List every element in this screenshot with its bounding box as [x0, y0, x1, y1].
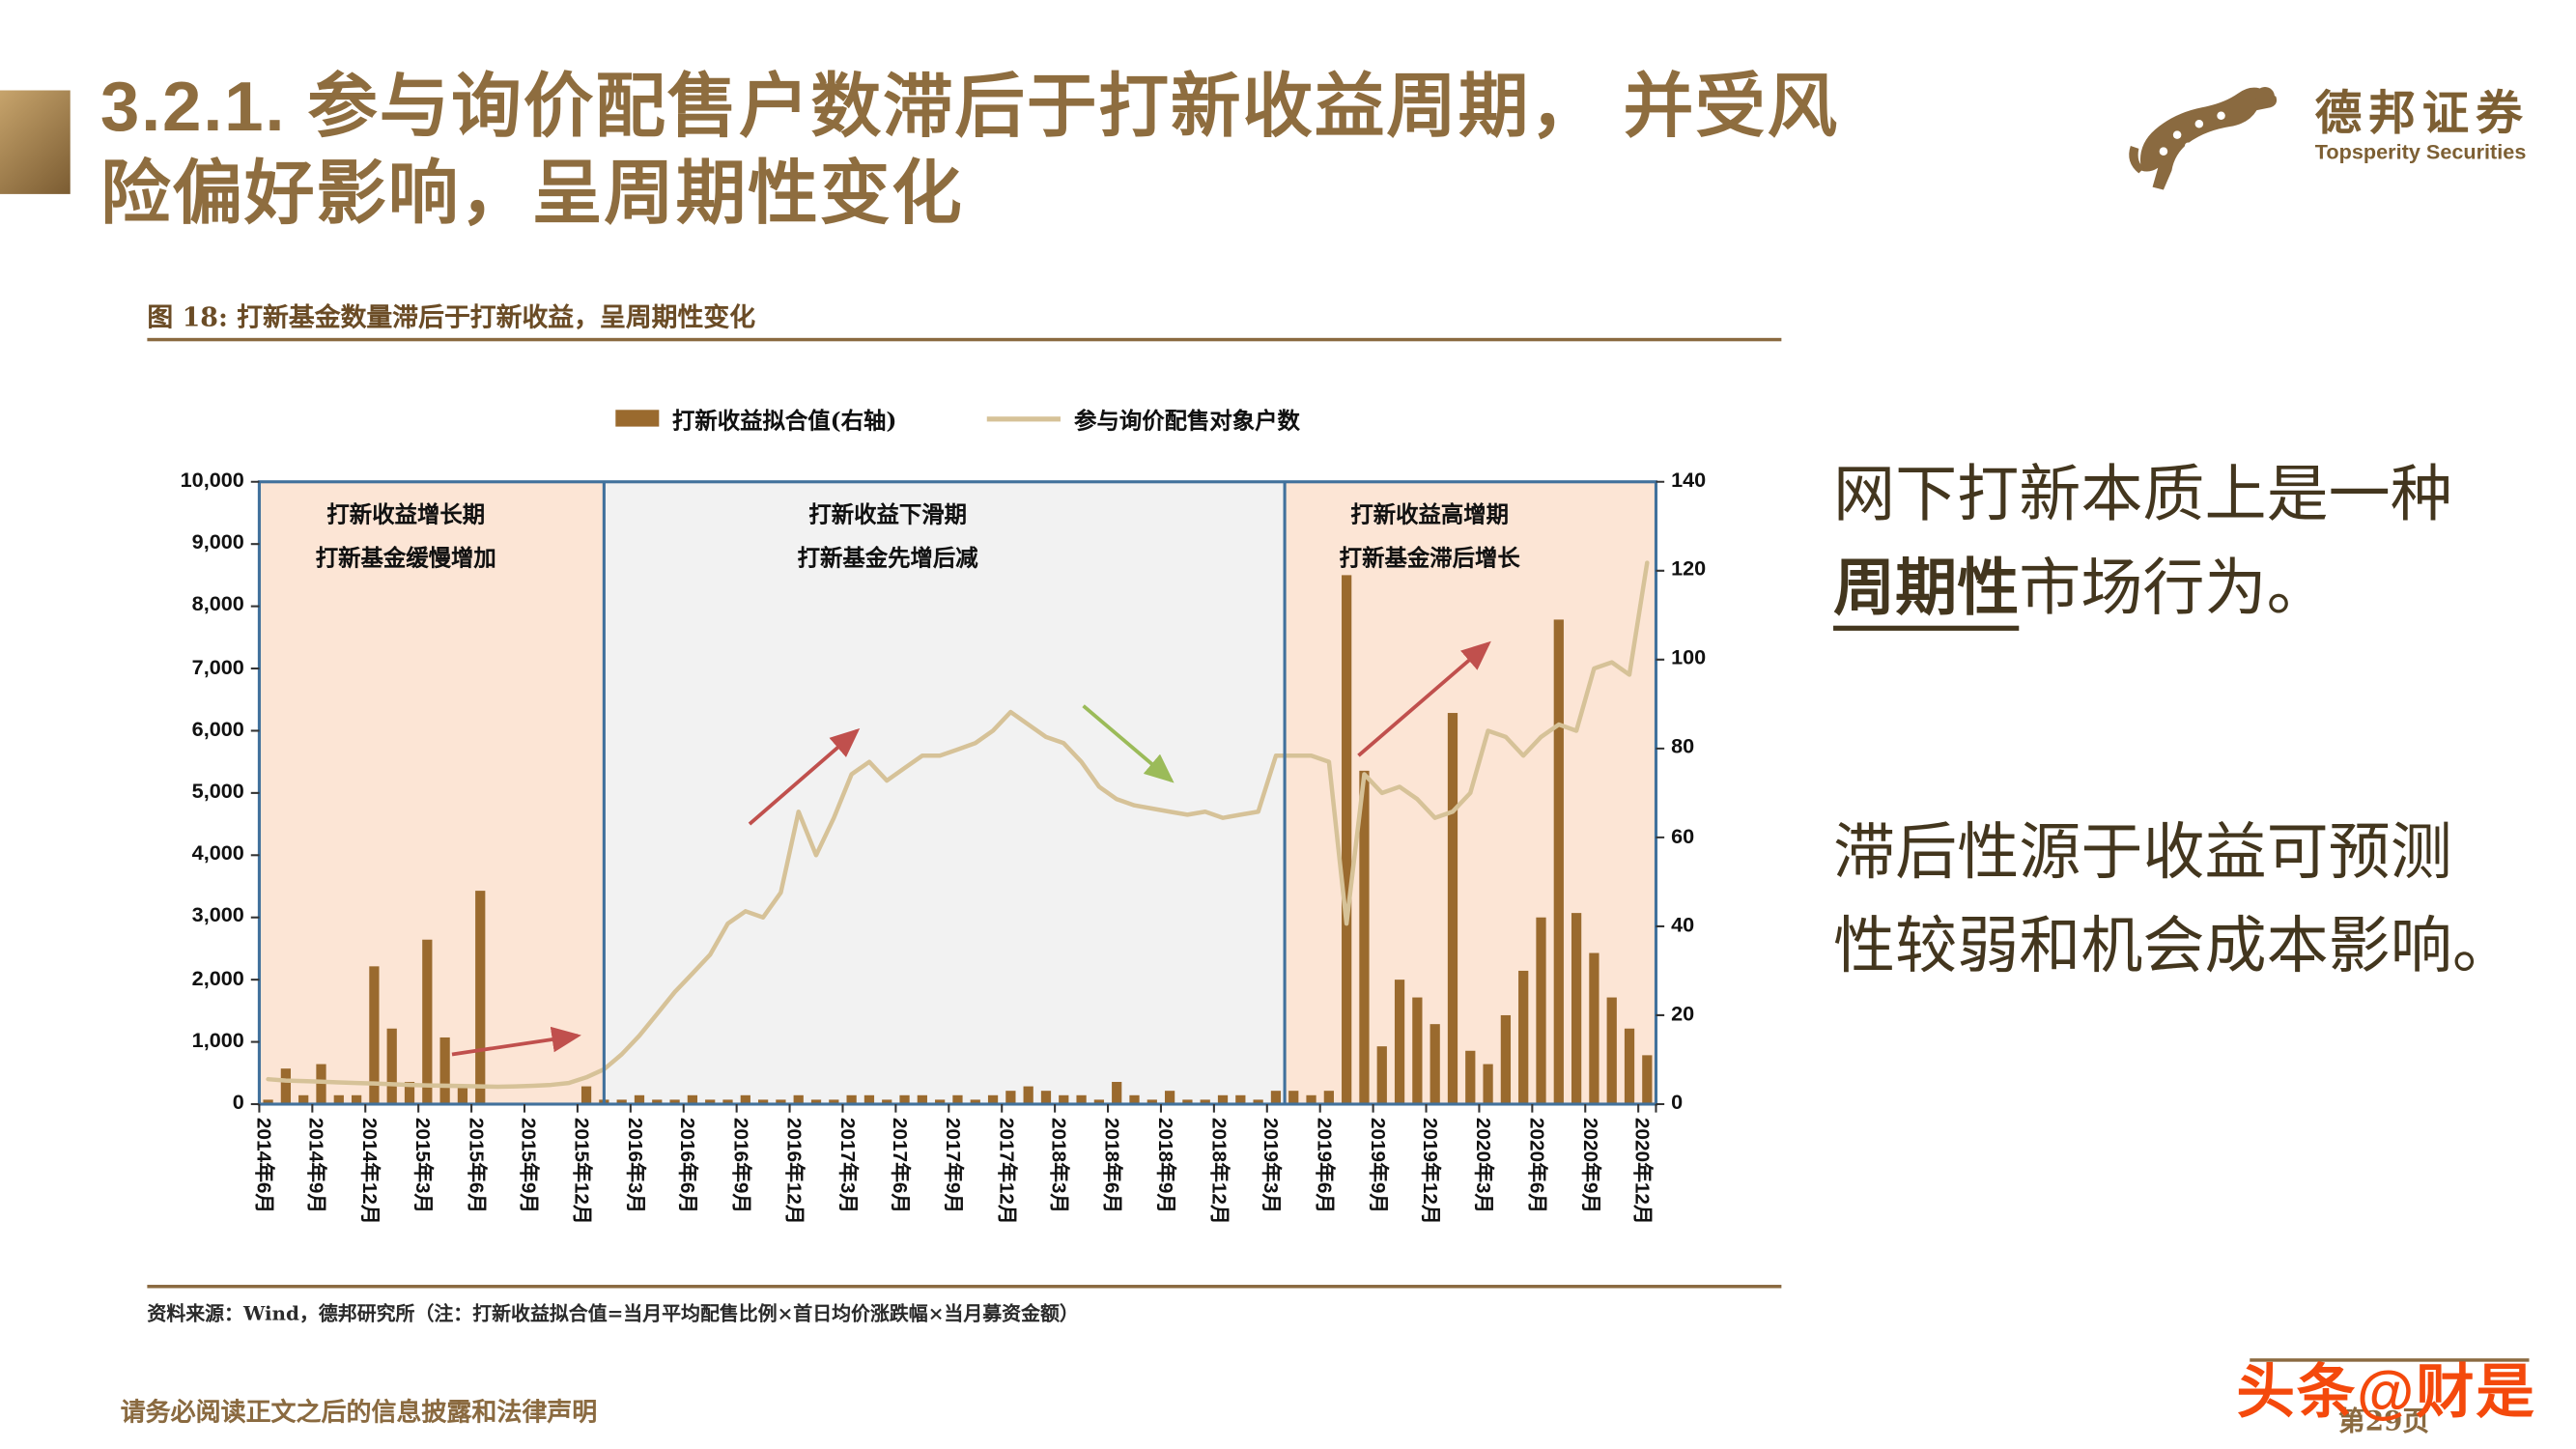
- x-axis-tick-label: 2015年9月: [517, 1117, 541, 1214]
- x-axis-tick-label: 2017年3月: [835, 1117, 860, 1214]
- y-axis-right-tick-label: 80: [1671, 734, 1695, 759]
- divider-pagenum: [2250, 1358, 2530, 1362]
- page-title-line2: 险偏好影响，呈周期性变化: [99, 154, 964, 233]
- y-axis-right-tick-label: 20: [1671, 1002, 1695, 1026]
- corner-accent-block: [0, 90, 71, 194]
- y-axis-left-tick-label: 10,000: [180, 468, 244, 493]
- x-axis-tick-label: 2015年12月: [570, 1117, 594, 1225]
- logo-company-name: 德邦证券: [2314, 87, 2530, 139]
- commentary-paragraph-1: 网下打新本质上是一种 周期性市场行为。: [1833, 448, 2569, 634]
- company-logo: [2121, 64, 2288, 210]
- x-axis-tick-label: 2017年12月: [994, 1117, 1019, 1225]
- y-axis-left-tick-label: 0: [232, 1091, 244, 1115]
- page-number: 第29页: [2338, 1405, 2430, 1437]
- source-note: 资料来源：Wind，德邦研究所（注：打新收益拟合值=当月平均配售比例×首日均价涨…: [147, 1301, 1079, 1325]
- y-axis-left-tick-label: 8,000: [191, 592, 244, 616]
- x-axis-tick-label: 2020年12月: [1630, 1117, 1656, 1225]
- y-axis-right-tick-label: 140: [1671, 468, 1707, 493]
- divider-top: [147, 337, 1782, 342]
- commentary-p1-line1: 网下打新本质上是一种: [1833, 458, 2452, 530]
- x-axis-tick-label: 2020年9月: [1577, 1117, 1602, 1214]
- leopard-logo-icon: [2129, 86, 2278, 190]
- x-axis-tick-label: 2015年3月: [410, 1117, 436, 1214]
- x-axis-tick-label: 2017年6月: [889, 1117, 913, 1214]
- y-axis-left-tick-label: 9,000: [191, 530, 244, 554]
- x-axis-tick-label: 2019年6月: [1313, 1117, 1337, 1214]
- y-axis-right-tick-label: 60: [1671, 824, 1695, 848]
- line-series-swatch-icon: [987, 415, 1062, 421]
- legend-label-line: 参与询价配售对象户数: [1074, 408, 1300, 436]
- commentary-p2-line2: 性较弱和机会成本影响。: [1833, 909, 2514, 981]
- watermark-text: 头条@财是: [2236, 1359, 2536, 1426]
- x-axis-tick-label: 2019年12月: [1419, 1117, 1443, 1225]
- page-title-line1: 3.2.1. 参与询价配售户数滞后于打新收益周期， 并受风: [99, 67, 1839, 146]
- x-axis-tick-label: 2019年9月: [1366, 1117, 1390, 1214]
- legend-label-bar: 打新收益拟合值(右轴): [671, 408, 897, 436]
- commentary-p2-line1: 滞后性源于收益可预测: [1833, 816, 2452, 889]
- x-axis-tick-label: 2019年3月: [1260, 1117, 1284, 1214]
- y-axis-right-tick-label: 120: [1671, 556, 1707, 582]
- y-axis-left-tick-label: 4,000: [191, 841, 244, 866]
- y-axis-left-tick-label: 3,000: [191, 903, 244, 928]
- page-title: 3.2.1. 参与询价配售户数滞后于打新收益周期， 并受风 险偏好影响，呈周期性…: [100, 64, 2007, 238]
- y-axis-right-tick-label: 100: [1671, 645, 1707, 670]
- x-axis-tick-label: 2020年6月: [1525, 1117, 1549, 1214]
- x-axis-tick-label: 2018年12月: [1206, 1117, 1231, 1225]
- x-axis-tick-label: 2018年3月: [1047, 1117, 1072, 1214]
- y-axis-right-tick-label: 0: [1671, 1091, 1684, 1115]
- bar-series-swatch-icon: [615, 410, 660, 427]
- y-axis-left-tick-label: 7,000: [191, 655, 244, 679]
- x-axis-tick-label: 2015年6月: [464, 1117, 489, 1214]
- x-axis-tick-label: 2016年9月: [729, 1117, 753, 1214]
- x-axis-tick-label: 2014年9月: [305, 1117, 329, 1214]
- x-axis-tick-label: 2016年6月: [676, 1117, 700, 1214]
- y-axis-left-tick-label: 6,000: [191, 717, 244, 741]
- logo-company-name-en: Topsperity Securities: [2314, 140, 2527, 164]
- y-axis-left-tick-label: 2,000: [191, 966, 244, 990]
- y-axis-left-tick-label: 5,000: [191, 780, 244, 804]
- x-axis-tick-label: 2014年6月: [252, 1117, 276, 1214]
- legend-item-line: 参与询价配售对象户数: [987, 402, 1300, 436]
- x-axis-tick-label: 2018年9月: [1153, 1117, 1177, 1214]
- y-axis-left-tick-label: 1,000: [191, 1028, 244, 1052]
- commentary-emphasis: 周期性: [1833, 549, 2020, 631]
- x-axis-tick-label: 2017年9月: [942, 1117, 966, 1214]
- x-axis-tick-label: 2016年3月: [623, 1117, 647, 1214]
- figure-caption: 图 18: 打新基金数量滞后于打新收益，呈周期性变化: [147, 300, 756, 333]
- commentary-p1-line2: 周期性市场行为。: [1833, 541, 2569, 634]
- legend-item-bar: 打新收益拟合值(右轴): [615, 402, 897, 436]
- combo-chart: [250, 480, 1665, 1113]
- disclaimer-text: 请务必阅读正文之后的信息披露和法律声明: [120, 1397, 598, 1428]
- x-axis-tick-label: 2016年12月: [782, 1117, 807, 1225]
- commentary-paragraph-2: 滞后性源于收益可预测 性较弱和机会成本影响。: [1833, 807, 2569, 992]
- x-axis-tick-label: 2020年3月: [1472, 1117, 1496, 1214]
- commentary-p1-line2-rest: 市场行为。: [2019, 551, 2329, 624]
- x-axis-tick-label: 2014年12月: [357, 1117, 382, 1225]
- y-axis-right-tick-label: 40: [1671, 913, 1695, 937]
- chart-legend: 打新收益拟合值(右轴) 参与询价配售对象户数: [259, 402, 1656, 436]
- x-axis-tick-label: 2018年6月: [1100, 1117, 1124, 1214]
- divider-bottom: [147, 1285, 1782, 1289]
